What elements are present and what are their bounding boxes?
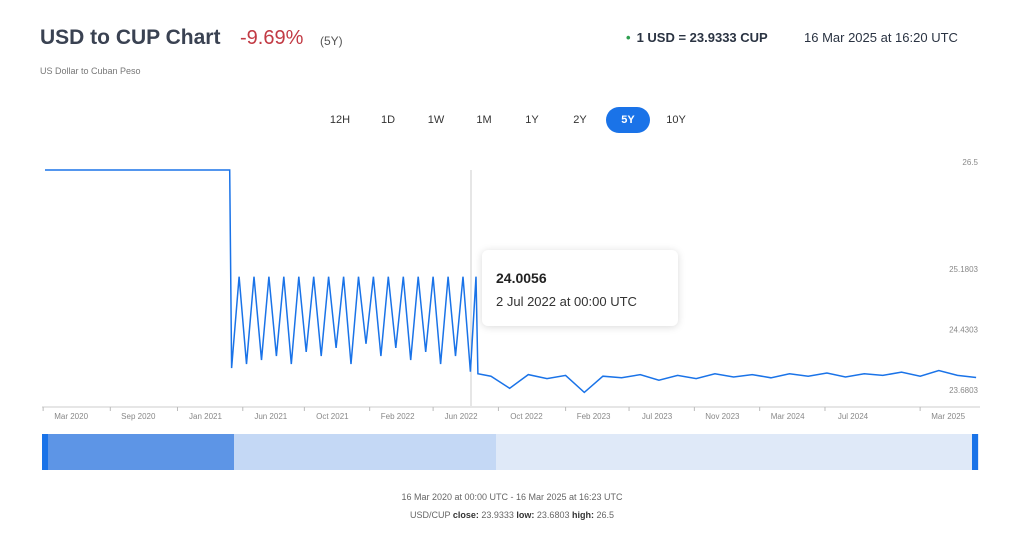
range-button[interactable]: 1W bbox=[427, 114, 445, 126]
x-tick-label: Oct 2022 bbox=[510, 412, 543, 421]
x-tick-label: Jun 2021 bbox=[254, 412, 287, 421]
x-tick-label: Jul 2023 bbox=[642, 412, 673, 421]
x-tick-label: Jun 2022 bbox=[445, 412, 478, 421]
range-button[interactable]: 1Y bbox=[525, 114, 539, 126]
range-button[interactable]: 10Y bbox=[666, 114, 686, 126]
navigator-handle[interactable] bbox=[42, 434, 48, 470]
y-tick-label: 25.1803 bbox=[949, 265, 978, 274]
range-button[interactable]: 1M bbox=[476, 114, 492, 126]
range-button[interactable]: 5Y bbox=[606, 107, 650, 133]
period: (5Y) bbox=[320, 34, 343, 48]
x-tick-label: Feb 2022 bbox=[381, 412, 415, 421]
range-button[interactable]: 1D bbox=[380, 114, 396, 126]
navigator-shade bbox=[44, 434, 234, 470]
x-tick-label: Jan 2021 bbox=[189, 412, 222, 421]
close-label: close: bbox=[452, 510, 479, 520]
footer-stats: USD/CUP close: 23.9333 low: 23.6803 high… bbox=[0, 510, 1024, 520]
x-tick-label: Nov 2023 bbox=[705, 412, 740, 421]
high: 26.5 bbox=[596, 510, 615, 520]
footer-range: 16 Mar 2020 at 00:00 UTC - 16 Mar 2025 a… bbox=[401, 492, 623, 502]
change: -9.69% bbox=[240, 27, 304, 49]
y-tick-label: 24.4303 bbox=[949, 325, 978, 334]
subtitle: US Dollar to Cuban Peso bbox=[40, 66, 141, 76]
close: 23.9333 bbox=[481, 510, 514, 520]
title: USD to CUP Chart bbox=[40, 26, 221, 49]
low-label: low: bbox=[516, 510, 535, 520]
tooltip: 24.0056 2 Jul 2022 at 00:00 UTC bbox=[482, 250, 678, 326]
pair: USD/CUP bbox=[409, 510, 451, 520]
tooltip-value: 24.0056 bbox=[496, 270, 547, 286]
x-tick-label: Jul 2024 bbox=[838, 412, 869, 421]
navigator-shade bbox=[234, 434, 496, 470]
x-tick-label: Feb 2023 bbox=[577, 412, 611, 421]
low: 23.6803 bbox=[536, 510, 570, 520]
range-button[interactable]: 12H bbox=[329, 114, 351, 126]
navigator-handle[interactable] bbox=[972, 434, 978, 470]
price-line bbox=[45, 169, 977, 394]
x-tick-label: Mar 2020 bbox=[54, 412, 88, 421]
x-tick-label: Oct 2021 bbox=[316, 412, 349, 421]
range-button[interactable]: 2Y bbox=[573, 114, 587, 126]
x-tick-label: Mar 2025 bbox=[931, 412, 965, 421]
tooltip-date: 2 Jul 2022 at 00:00 UTC bbox=[496, 294, 637, 309]
x-tick-label: Mar 2024 bbox=[771, 412, 805, 421]
x-tick-label: Sep 2020 bbox=[121, 412, 156, 421]
high-label: high: bbox=[571, 510, 594, 520]
rate: 1 USD = 23.9333 CUP bbox=[626, 30, 768, 45]
rate-time: 16 Mar 2025 at 16:20 UTC bbox=[804, 30, 958, 45]
range-buttons: 12H 1D 1W 1M 1Y 2Y 5Y 10Y bbox=[318, 107, 698, 133]
y-tick-label: 26.5 bbox=[962, 158, 978, 167]
y-tick-label: 23.6803 bbox=[949, 386, 978, 395]
